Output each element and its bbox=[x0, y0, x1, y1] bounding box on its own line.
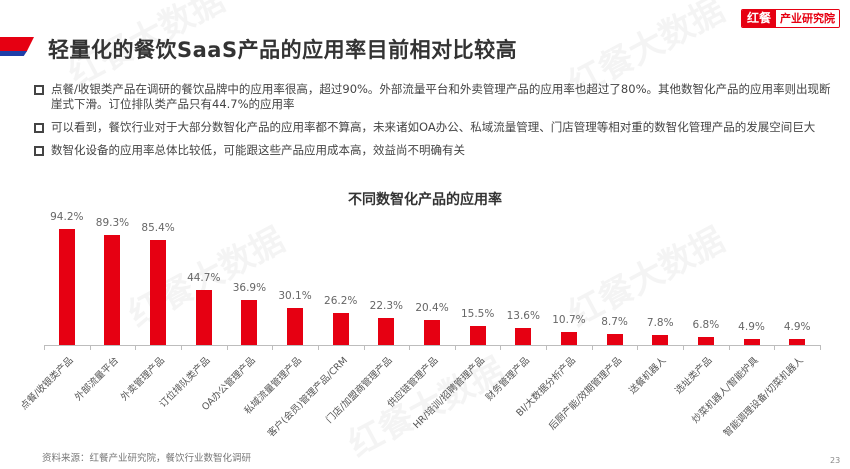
bar-value-label: 7.8% bbox=[646, 317, 674, 330]
bar-value-label: 20.4% bbox=[415, 301, 449, 314]
bar bbox=[424, 319, 440, 345]
bar-value-label: 6.8% bbox=[692, 318, 720, 331]
x-axis bbox=[44, 345, 820, 346]
axis-tick bbox=[44, 345, 45, 350]
bar-value-label: 8.7% bbox=[601, 316, 628, 329]
square-bullet-icon bbox=[34, 146, 44, 156]
bar bbox=[606, 334, 623, 345]
bar-value-label: 44.7% bbox=[187, 272, 221, 285]
bar-value-label: 94.2% bbox=[50, 211, 84, 224]
axis-tick bbox=[591, 345, 593, 350]
brand-logo: 红餐 产业研究院 bbox=[741, 9, 841, 28]
bar bbox=[195, 290, 212, 345]
bar bbox=[652, 335, 669, 345]
bar bbox=[789, 338, 806, 345]
bar-value-label: 10.7% bbox=[552, 313, 586, 326]
axis-tick bbox=[546, 345, 548, 350]
axis-tick bbox=[363, 345, 365, 350]
category-label: 选址类产品 bbox=[672, 355, 715, 397]
chart-title: 不同数智化产品的应用率 bbox=[348, 192, 502, 208]
axis-tick bbox=[226, 345, 228, 350]
axis-tick bbox=[820, 345, 821, 350]
axis-tick bbox=[317, 345, 319, 350]
bar bbox=[697, 336, 714, 345]
bar-value-label: 22.3% bbox=[369, 299, 404, 312]
title-accent-bar bbox=[0, 37, 34, 57]
bar bbox=[104, 235, 121, 345]
axis-tick bbox=[409, 345, 411, 350]
category-label: 送餐机器人 bbox=[627, 355, 669, 397]
bullet-text: 数智化设备的应用率总体比较低，可能跟这些产品应用成本高，效益尚不明确有关 bbox=[51, 143, 465, 157]
category-label: 点餐/收银类产品 bbox=[18, 355, 76, 413]
page-number: 23 bbox=[830, 456, 841, 465]
bar bbox=[287, 307, 304, 345]
bar bbox=[469, 325, 486, 345]
logo-institute-text: 产业研究院 bbox=[776, 10, 840, 27]
bar bbox=[378, 317, 395, 345]
axis-tick bbox=[454, 345, 456, 350]
category-label: 智能调理设备/切菜机器人 bbox=[721, 355, 806, 440]
bullet-item: 点餐/收银类产品在调研的餐饮品牌中的应用率很高，超过90%。外部流量平台和外卖管… bbox=[34, 82, 834, 112]
bar bbox=[560, 331, 577, 345]
bullet-text: 点餐/收银类产品在调研的餐饮品牌中的应用率很高，超过90%。外部流量平台和外卖管… bbox=[51, 82, 831, 111]
axis-tick bbox=[683, 345, 685, 350]
page-title: 轻量化的餐饮SaaS产品的应用率目前相对比较高 bbox=[48, 38, 518, 62]
bar bbox=[332, 312, 349, 345]
axis-tick bbox=[89, 345, 91, 350]
axis-tick bbox=[500, 345, 502, 350]
bar-value-label: 36.9% bbox=[232, 281, 267, 294]
bullet-text: 可以看到，餐饮行业对于大部分数智化产品的应用率都不算高，未来诸如OA办公、私域流… bbox=[51, 120, 816, 134]
bar-value-label: 85.4% bbox=[141, 221, 175, 234]
square-bullet-icon bbox=[34, 85, 44, 95]
bar bbox=[515, 328, 532, 345]
bar bbox=[58, 229, 75, 345]
axis-tick bbox=[135, 345, 137, 350]
bar-value-label: 13.6% bbox=[506, 310, 540, 323]
bullet-list: 点餐/收银类产品在调研的餐饮品牌中的应用率很高，超过90%。外部流量平台和外卖管… bbox=[34, 82, 834, 166]
bar bbox=[241, 299, 258, 345]
axis-tick bbox=[774, 345, 776, 350]
bar bbox=[150, 239, 167, 345]
axis-tick bbox=[272, 345, 274, 350]
category-label: 客户(会员)管理产品/CRM bbox=[265, 355, 350, 440]
bullet-item: 数智化设备的应用率总体比较低，可能跟这些产品应用成本高，效益尚不明确有关 bbox=[34, 143, 834, 158]
logo-brand-text: 红餐 bbox=[742, 10, 777, 27]
axis-tick bbox=[180, 345, 182, 350]
bar-value-label: 15.5% bbox=[460, 307, 495, 320]
source-note: 资料来源：红餐产业研究院，餐饮行业数智化调研 bbox=[42, 453, 252, 464]
bar-value-label: 26.2% bbox=[324, 294, 358, 307]
axis-tick bbox=[637, 345, 639, 350]
bullet-item: 可以看到，餐饮行业对于大部分数智化产品的应用率都不算高，未来诸如OA办公、私域流… bbox=[34, 120, 834, 135]
bar-value-label: 30.1% bbox=[278, 289, 312, 302]
bar bbox=[743, 338, 760, 345]
axis-tick bbox=[728, 345, 730, 350]
bar-value-label: 89.3% bbox=[95, 217, 130, 230]
category-label: 外部流量平台 bbox=[73, 355, 122, 404]
bar-value-label: 4.9% bbox=[783, 320, 811, 333]
bar-value-label: 4.9% bbox=[738, 320, 765, 333]
square-bullet-icon bbox=[34, 123, 44, 133]
